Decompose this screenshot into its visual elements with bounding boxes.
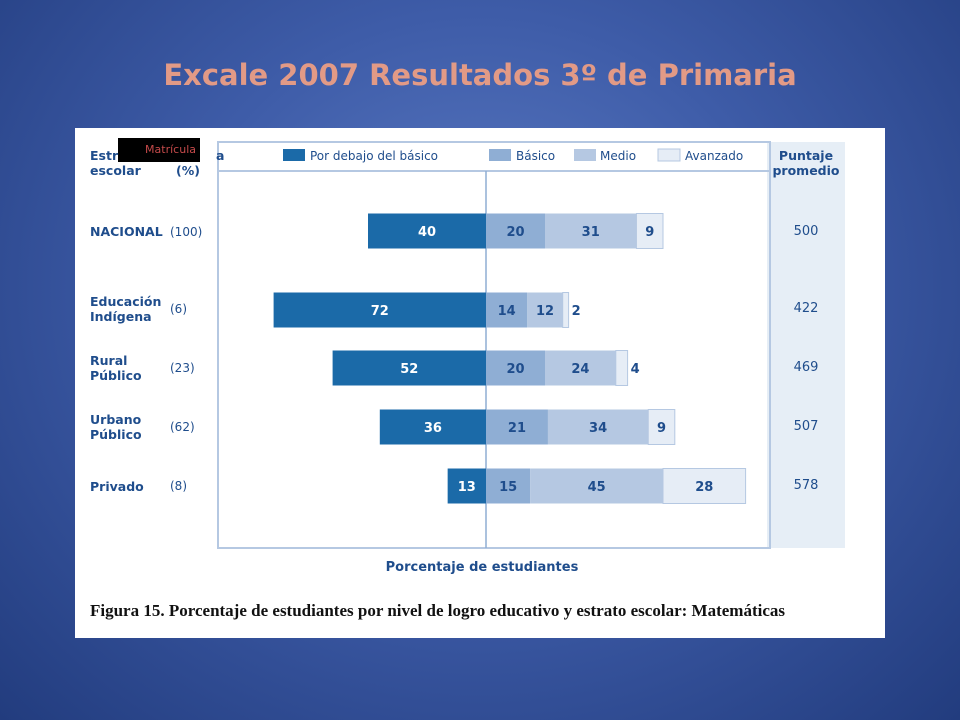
row-label-line1: Rural [90,353,128,368]
data-label-advanced-row-0: 9 [645,225,654,240]
row-label-privado: Privado [90,479,144,494]
data-label-basic-row-3: 21 [508,421,526,436]
data-label-basic-row-1: 14 [498,304,516,319]
bar-below-basic-row-4 [447,468,486,504]
data-label-basic-row-2: 20 [506,362,524,377]
data-label-medium-row-0: 31 [582,225,600,240]
x-axis-label: Porcentaje de estudiantes [385,560,579,575]
bar-medium-row-0 [545,213,637,249]
row-label-line2: Público [90,368,142,383]
row-label-urbano: Urbano Público [90,412,142,442]
bar-medium-row-4 [530,468,663,504]
row-label-line2: Público [90,427,142,442]
data-label-advanced-row-3: 9 [657,421,666,436]
slide-title: Excale 2007 Resultados 3º de Primaria [163,58,797,92]
row-label-line1: Educación [90,294,162,309]
row-share-rural: (23) [170,361,195,375]
row-score-indigena: 422 [793,301,819,316]
data-label-basic-row-4: 15 [499,480,517,495]
data-label-below-basic-row-4: 13 [458,480,476,495]
row-score-urbano: 507 [793,419,819,434]
bar-advanced-row-1 [562,292,570,328]
data-label-below-basic-row-3: 36 [424,421,442,436]
bar-basic-row-0 [486,213,545,249]
bar-advanced-row-0 [635,213,664,249]
data-label-medium-row-1: 12 [536,304,554,319]
bar-medium-row-3 [547,409,649,445]
row-share-indigena: (6) [170,302,187,316]
bar-medium-row-1 [527,292,563,328]
legend-swatch-below-basic [283,149,305,161]
data-label-advanced-row-4: 28 [695,480,713,495]
bar-medium-row-2 [545,350,616,386]
stratum-header-line1: Estr [90,148,119,163]
bar-advanced-row-3 [647,409,676,445]
stratum-header-line1-end: a [216,148,225,163]
data-label-medium-row-2: 24 [571,362,589,377]
bar-basic-row-1 [486,292,528,328]
row-label-line2: Indígena [90,309,152,324]
legend-label-below-basic: Por debajo del básico [310,149,439,163]
legend-swatch-advanced [657,148,681,162]
bars-group: 40 20 31 9 72 14 12 2 52 20 24 4 36 21 34 9 13 15 45 28 [273,213,747,504]
bar-advanced-row-4 [662,468,747,504]
row-label-line1: NACIONAL [90,224,163,239]
row-share-nacional: (100) [170,225,203,239]
figure-caption: Figura 15. Porcentaje de estudiantes por… [90,601,785,620]
score-header-line1: Puntaje [778,148,834,163]
legend-label-advanced: Avanzado [685,149,744,163]
plot-frame [217,141,771,549]
row-label-rural: Rural Público [90,353,142,383]
row-score-rural: 469 [793,360,819,375]
row-label-nacional: NACIONAL [90,224,163,239]
score-header-line2: promedio [772,163,840,178]
data-label-medium-row-4: 45 [588,480,606,495]
data-label-below-basic-row-2: 52 [400,362,418,377]
data-label-below-basic-row-0: 40 [418,225,436,240]
stratum-header-line2: escolar [90,163,141,178]
bar-basic-row-2 [486,350,545,386]
row-label-indigena: Educación Indígena [90,294,161,324]
bar-below-basic-row-2 [332,350,486,386]
bar-advanced-row-2 [615,350,629,386]
row-score-privado: 578 [793,478,819,493]
share-header: (%) [176,163,200,178]
legend-label-basic: Básico [516,149,556,163]
overlay-tag: Matrícula [118,138,200,162]
bar-below-basic-row-3 [379,409,486,445]
bar-basic-row-4 [486,468,531,504]
data-label-advanced-row-1: 2 [572,304,581,319]
row-share-urbano: (62) [170,420,195,434]
legend-label-medium: Medio [600,149,637,163]
bar-basic-row-3 [486,409,548,445]
data-label-below-basic-row-1: 72 [371,304,389,319]
data-label-basic-row-0: 20 [506,225,524,240]
chart-svg: 40 20 31 9 72 14 12 2 52 20 24 4 36 21 34 9 13 15 45 28 [217,141,771,549]
legend-swatch-medium [574,149,596,161]
stratum-header: Estr a escolar [90,148,224,178]
legend-swatch-basic [489,149,511,161]
bar-below-basic-row-1 [273,292,486,328]
score-column-background [767,142,845,548]
bar-below-basic-row-0 [368,213,486,249]
row-score-nacional: 500 [793,224,819,239]
row-label-line1: Privado [90,479,144,494]
data-label-advanced-row-2: 4 [631,362,640,377]
row-label-line1: Urbano [90,412,142,427]
row-share-privado: (8) [170,479,187,493]
chart-panel: 40 20 31 9 72 14 12 2 52 20 24 4 36 21 34 9 13 15 45 28 Mat… [75,128,885,638]
score-header: Puntaje promedio [767,148,845,178]
data-label-medium-row-3: 34 [589,421,607,436]
